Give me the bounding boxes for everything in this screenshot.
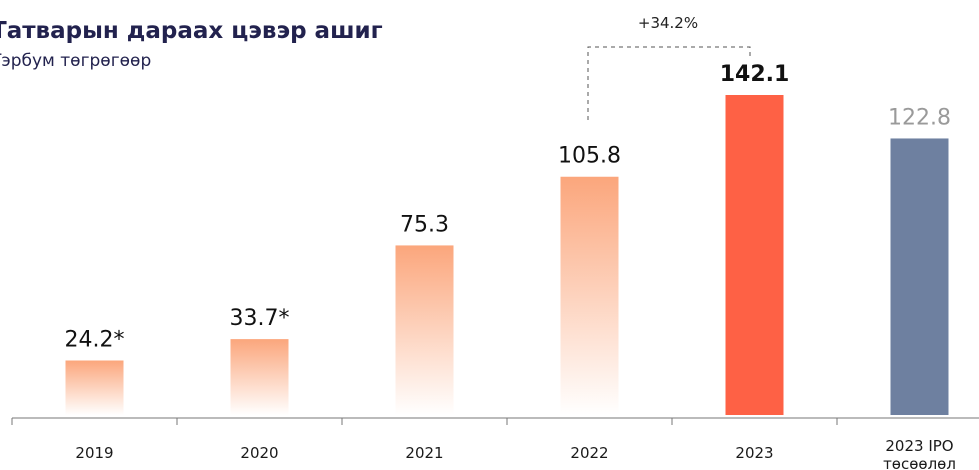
chart-title: Татварын дараах цэвэр ашиг <box>0 18 383 44</box>
bar <box>560 176 619 415</box>
growth-bracket <box>587 46 751 120</box>
x-tick-label: 2023 <box>735 444 774 462</box>
bar <box>230 339 289 415</box>
bar <box>725 95 784 415</box>
value-label: 33.7* <box>230 306 290 331</box>
value-label: 105.8 <box>558 144 621 169</box>
growth-annotation: +34.2% <box>638 14 698 32</box>
bar <box>395 245 454 415</box>
x-tick-label: 2019 <box>75 444 114 462</box>
value-label: 122.8 <box>888 105 951 130</box>
bar <box>890 138 949 416</box>
x-tick-label: 2022 <box>570 444 609 462</box>
x-tick-label: 2023 IPO төсөөлөл <box>883 437 956 470</box>
value-label: 24.2* <box>65 328 125 353</box>
x-tick-label: 2020 <box>240 444 279 462</box>
x-tick-label: 2021 <box>405 444 444 462</box>
value-label: 142.1 <box>720 62 790 87</box>
value-label: 75.3 <box>400 212 449 237</box>
bar <box>65 360 124 415</box>
chart-subtitle: Тэрбум төгрөгөөр <box>0 51 151 71</box>
